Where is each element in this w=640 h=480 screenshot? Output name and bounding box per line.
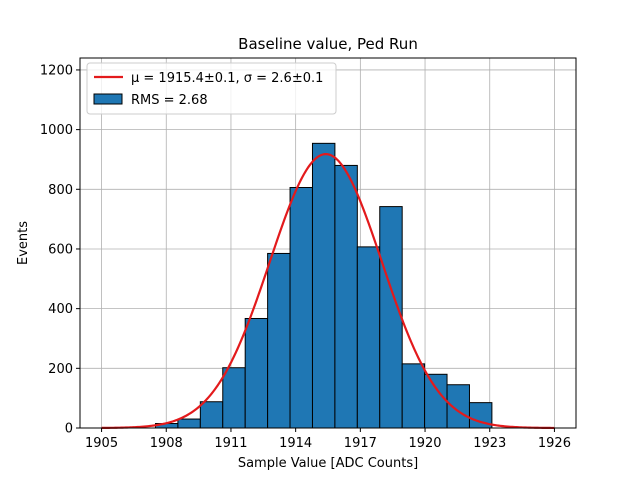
histogram-bar (177, 418, 201, 429)
histogram-bar (267, 252, 291, 429)
legend-histogram-swatch (93, 93, 123, 105)
histogram-bar (379, 206, 403, 429)
plot-frame (79, 57, 577, 429)
chart-title: Baseline value, Ped Run (238, 35, 418, 53)
y-tick-label: 1200 (40, 63, 73, 78)
histogram-bar (334, 164, 358, 429)
x-tick-label: 1914 (279, 436, 312, 451)
x-tick-label: 1920 (408, 436, 441, 451)
x-axis-label: Sample Value [ADC Counts] (238, 456, 418, 471)
histogram-bars (154, 142, 493, 429)
histogram-bar (424, 373, 448, 429)
histogram-bar (289, 187, 313, 429)
histogram-bar (244, 317, 269, 429)
legend-histogram-label: RMS = 2.68 (131, 93, 208, 108)
histogram-bar (446, 384, 470, 429)
x-tick-label: 1926 (538, 436, 571, 451)
y-axis-ticks: 0 200 400 600 800 1000 1200 (40, 63, 80, 437)
y-tick-label: 800 (48, 183, 73, 198)
y-tick-label: 200 (48, 362, 73, 377)
histogram-bar (222, 367, 246, 429)
x-axis-ticks: 1905 1908 1911 1914 1917 1920 1923 1926 (85, 428, 571, 451)
y-tick-label: 400 (48, 302, 73, 317)
x-tick-label: 1923 (473, 436, 506, 451)
y-tick-label: 0 (65, 422, 73, 437)
legend: μ = 1915.4±0.1, σ = 2.6±0.1 RMS = 2.68 (86, 62, 337, 115)
histogram-bar (356, 246, 381, 429)
histogram-bar (401, 363, 426, 429)
histogram-bar (311, 142, 336, 429)
histogram-bar (199, 401, 224, 429)
x-tick-label: 1905 (85, 436, 118, 451)
legend-box (86, 62, 337, 115)
gaussian-fit-curve (101, 152, 555, 430)
y-tick-label: 1000 (40, 123, 73, 138)
y-tick-label: 600 (48, 242, 73, 257)
x-tick-label: 1908 (150, 436, 183, 451)
x-tick-label: 1917 (344, 436, 377, 451)
legend-fit-label: μ = 1915.4±0.1, σ = 2.6±0.1 (131, 71, 323, 86)
x-tick-label: 1911 (214, 436, 247, 451)
y-axis-label: Events (16, 221, 31, 265)
